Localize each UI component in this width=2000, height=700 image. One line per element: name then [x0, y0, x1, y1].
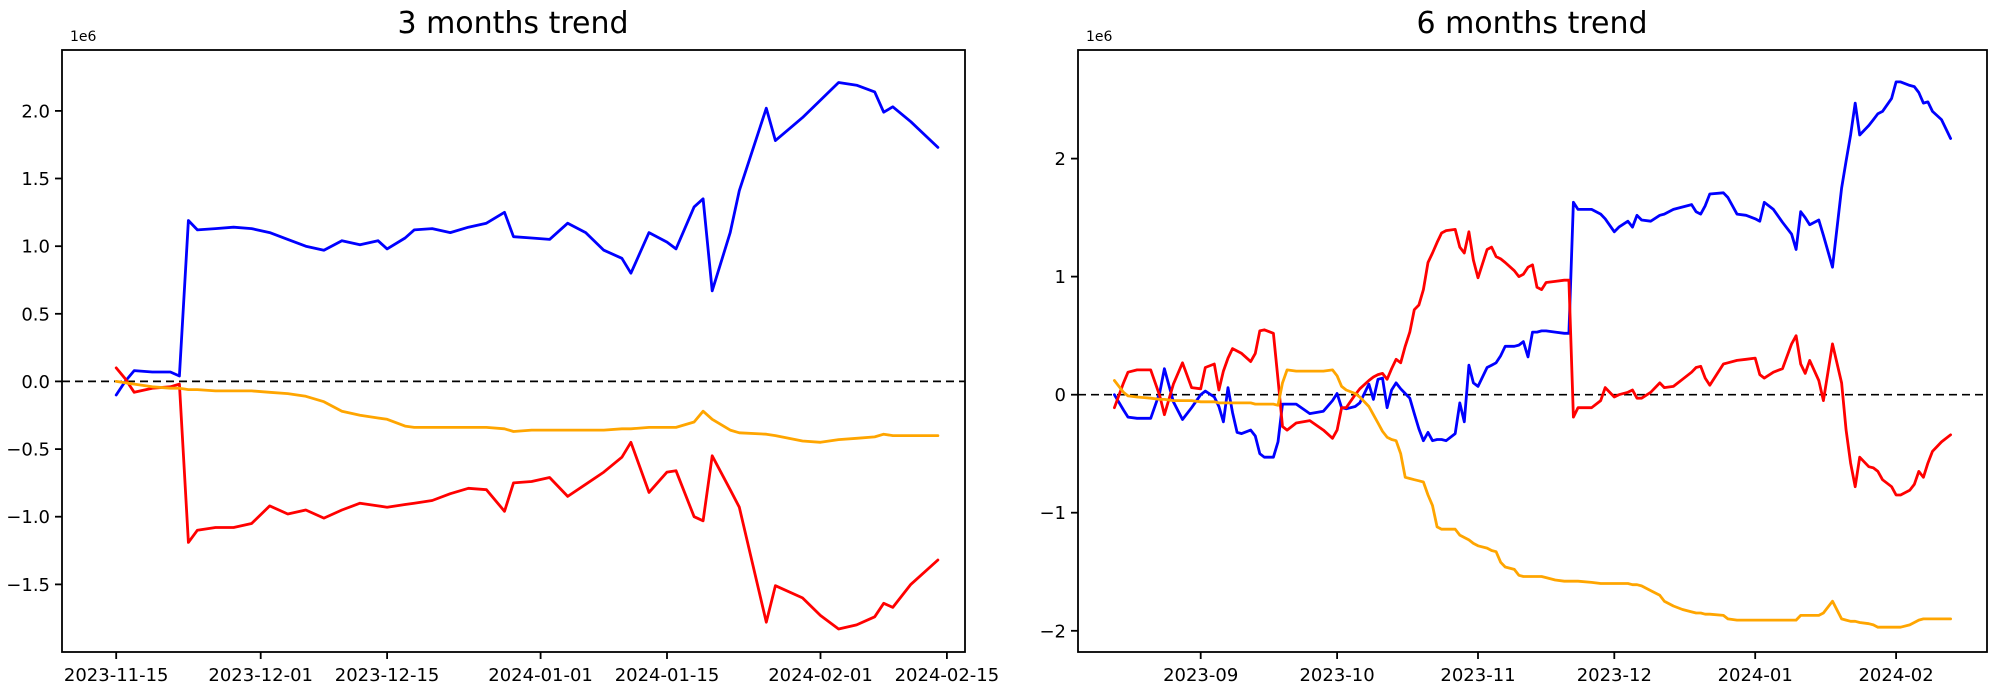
- x-tick-label: 2024-02-01: [768, 665, 873, 686]
- x-tick-label: 2024-01: [1718, 665, 1793, 686]
- chart-title-left: 3 months trend: [397, 6, 629, 41]
- series-line-blue: [1113, 80, 1952, 459]
- y-tick-label: 1: [1055, 267, 1066, 288]
- x-tick-label: 2023-12-15: [335, 665, 440, 686]
- y-tick-label: 2.0: [21, 101, 50, 122]
- x-tick-label: 2023-12: [1577, 665, 1652, 686]
- series-line-orange: [1113, 368, 1952, 629]
- series-line-red: [114, 366, 940, 631]
- y-tick-label: −1: [1039, 503, 1066, 524]
- x-tick-label: 2023-09: [1163, 665, 1238, 686]
- y-tick-label: −0.5: [6, 440, 50, 461]
- plot-border: [61, 49, 966, 653]
- series-line-blue: [114, 81, 940, 397]
- y-tick-label: 0: [1055, 385, 1066, 406]
- x-tick-label: 2024-02: [1858, 665, 1933, 686]
- series-line-red: [1113, 227, 1952, 497]
- y-tick-label: 0.0: [21, 372, 50, 393]
- y-tick-label: −1.0: [6, 507, 50, 528]
- x-tick-label: 2023-12-01: [208, 665, 313, 686]
- x-tick-label: 2024-01-01: [488, 665, 593, 686]
- y-tick-label: −1.5: [6, 575, 50, 596]
- x-tick-label: 2023-11: [1440, 665, 1515, 686]
- series-line-orange: [114, 379, 940, 444]
- y-tick-label: 2: [1055, 149, 1066, 170]
- y-tick-label: 0.5: [21, 304, 50, 325]
- x-tick-label: 2023-11-15: [64, 665, 169, 686]
- chart-6-months-trend: 2 1 0 −1 −2 2023-09 2023-10 2023-11 2023-12 2024-…: [1039, 49, 1988, 686]
- y-tick-label: −2: [1039, 621, 1066, 642]
- x-tick-label: 2023-10: [1299, 665, 1374, 686]
- chart-title-right: 6 months trend: [1416, 6, 1648, 41]
- x-tick-label: 2024-01-15: [615, 665, 720, 686]
- plot-border: [1077, 49, 1988, 653]
- chart-3-months-trend: 2.0 1.5 1.0 0.5 0.0 −0.5 −1.0 −1.5 2023-11-15 202…: [6, 49, 1000, 686]
- y-tick-label: 1.0: [21, 237, 50, 258]
- y-axis-offset-label-left: 1e6: [70, 29, 97, 45]
- y-axis-offset-label-right: 1e6: [1086, 29, 1113, 45]
- x-tick-label: 2024-02-15: [895, 665, 1000, 686]
- y-tick-label: 1.5: [21, 169, 50, 190]
